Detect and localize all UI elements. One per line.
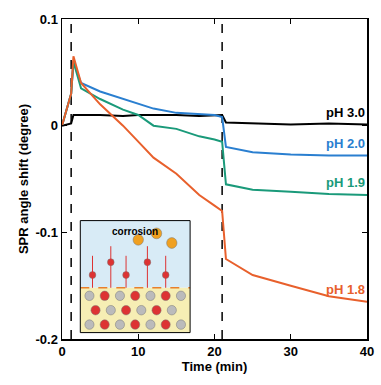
svg-text:pH 2.0: pH 2.0 — [326, 136, 365, 151]
svg-text:corrosion: corrosion — [112, 226, 158, 237]
svg-text:40: 40 — [360, 344, 374, 359]
svg-text:10: 10 — [131, 344, 145, 359]
svg-text:30: 30 — [284, 344, 298, 359]
svg-text:-0.2: -0.2 — [35, 332, 57, 347]
svg-text:pH 1.9: pH 1.9 — [326, 175, 365, 190]
svg-text:20: 20 — [207, 344, 221, 359]
svg-text:-0.1: -0.1 — [35, 225, 57, 240]
svg-text:pH 1.8: pH 1.8 — [326, 282, 365, 297]
svg-text:Time (min): Time (min) — [182, 359, 248, 374]
svg-text:0: 0 — [58, 344, 65, 359]
svg-text:0: 0 — [51, 118, 58, 133]
svg-text:0.1: 0.1 — [40, 12, 58, 27]
svg-text:SPR angle shift (degree): SPR angle shift (degree) — [16, 104, 31, 254]
svg-text:pH 3.0: pH 3.0 — [326, 105, 365, 120]
